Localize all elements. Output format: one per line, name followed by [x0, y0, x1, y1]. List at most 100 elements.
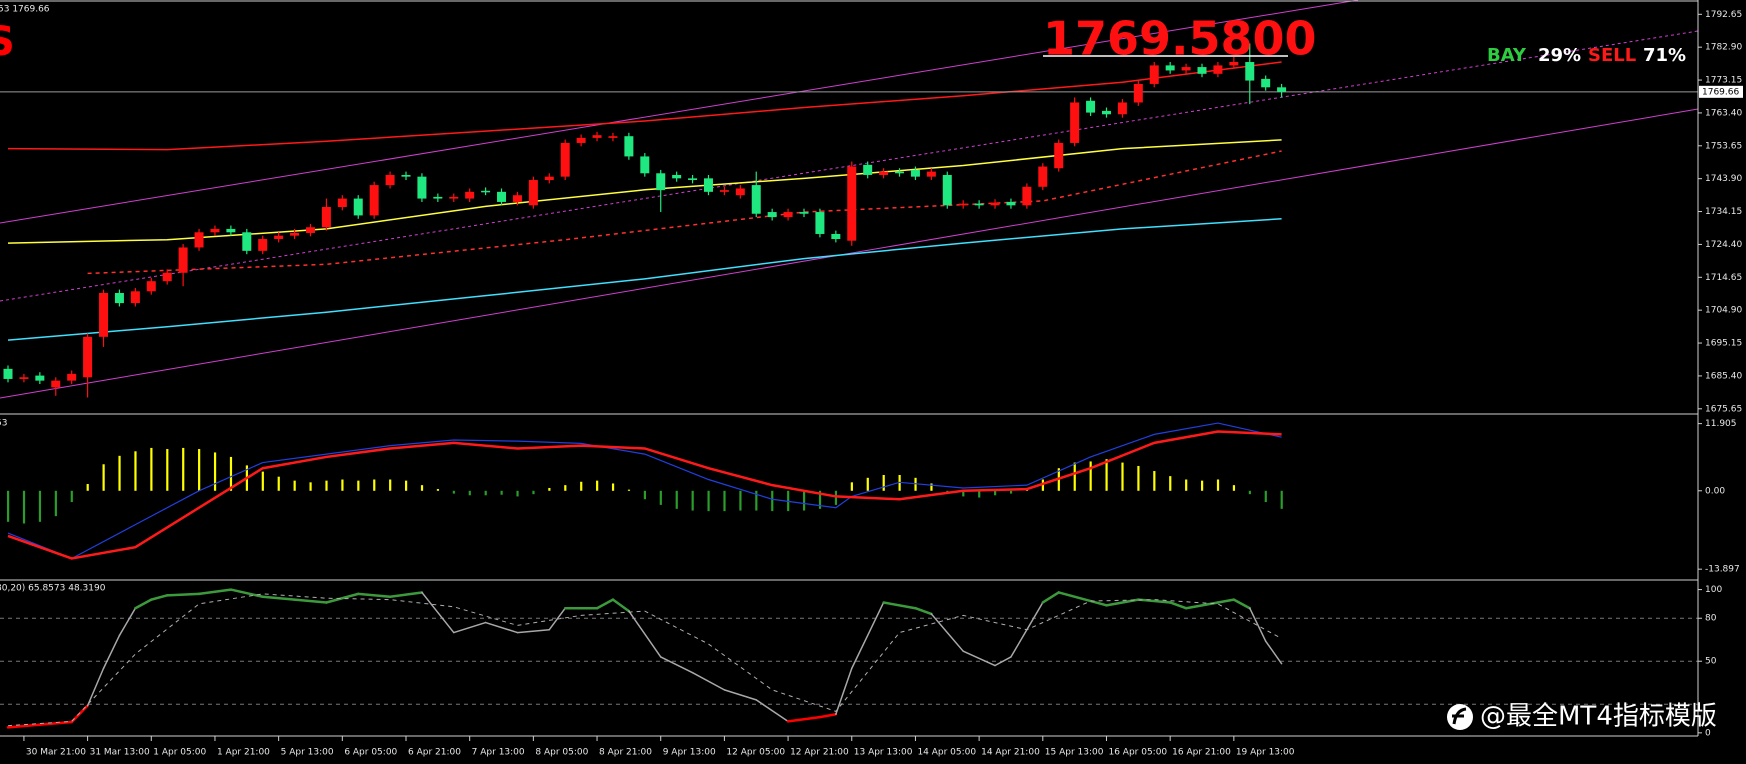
macd-bar [484, 490, 487, 496]
macd-bar [325, 480, 328, 491]
candle-body [783, 212, 793, 218]
x-tick-label: 12 Apr 21:00 [790, 748, 849, 758]
channel-mid [0, 30, 1699, 302]
sell-percent: 71% [1643, 45, 1686, 66]
candle-body [35, 375, 45, 381]
x-tick-label: 7 Apr 13:00 [472, 748, 525, 758]
candle-body [385, 174, 395, 186]
candle-body [576, 137, 586, 143]
candle-body [305, 227, 315, 233]
watermark: @最全MT4指标模版 [1480, 702, 1717, 732]
candle-body [751, 185, 761, 214]
macd-bar [516, 490, 519, 497]
macd-bar [86, 484, 89, 491]
y-tick-label: 1675.65 [1705, 404, 1742, 414]
stochastic-segment [595, 598, 615, 610]
stochastic-segment [914, 606, 933, 616]
candle-body [640, 156, 650, 174]
stochastic-segment [930, 613, 964, 652]
macd-bar [755, 490, 758, 511]
x-tick-label: 6 Apr 21:00 [408, 748, 461, 758]
candle-body [114, 292, 124, 304]
macd-bar [1073, 462, 1076, 491]
stochastic-segment [818, 712, 838, 719]
y-tick-label: 1695.15 [1705, 339, 1742, 349]
candle-body [608, 136, 618, 138]
stochastic-segment [102, 634, 121, 670]
macd-bar [182, 447, 185, 491]
candle-body [847, 166, 857, 241]
candle-body [1197, 67, 1207, 74]
candle-body [369, 185, 379, 216]
stochastic-segment [882, 601, 917, 610]
candle-body [465, 191, 475, 199]
candle-body [67, 373, 77, 381]
signal-letter: S [0, 19, 15, 65]
candle-body [815, 212, 825, 234]
macd-bar [1153, 471, 1156, 491]
big-price: 1769.5800 [1043, 12, 1317, 66]
y-tick-label: 1753.65 [1705, 141, 1742, 151]
stochastic-segment [851, 601, 885, 670]
y-tick-label: 1792.65 [1705, 10, 1742, 20]
macd-bar [548, 487, 551, 491]
y-tick-label: 1685.40 [1705, 371, 1742, 381]
y-tick-label: -13.897 [1705, 565, 1740, 575]
x-tick-label: 14 Apr 21:00 [981, 748, 1040, 758]
x-tick-label: 16 Apr 21:00 [1172, 748, 1231, 758]
x-tick-label: 13 Apr 13:00 [854, 748, 913, 758]
candle-body [1213, 65, 1223, 74]
x-tick-label: 12 Apr 05:00 [726, 748, 785, 758]
x-tick-label: 1 Apr 21:00 [217, 748, 270, 758]
candle-body [1038, 166, 1048, 187]
macd-bar [866, 477, 869, 491]
macd-bar [771, 490, 774, 512]
macd-bar [1169, 476, 1172, 491]
candle-body [879, 171, 889, 175]
stochastic-segment [516, 628, 551, 634]
macd-bar [850, 482, 853, 491]
stochastic-segment [86, 667, 105, 707]
x-tick-label: 15 Apr 13:00 [1045, 748, 1104, 758]
y-tick-label: 1714.65 [1705, 273, 1742, 283]
candle-body [83, 336, 93, 378]
candle-body [942, 174, 952, 206]
stochastic-segment [1249, 607, 1267, 642]
candle-body [401, 174, 411, 177]
candle-body [19, 377, 29, 379]
macd-bar [707, 490, 710, 512]
candle-body [130, 291, 140, 304]
candle-body [910, 169, 920, 177]
stochastic-segment [611, 598, 631, 613]
stochastic-segment [1232, 598, 1252, 610]
stochastic-segment [1168, 601, 1188, 610]
macd-bar [38, 490, 42, 522]
stochastic-segment [356, 592, 392, 599]
macd-bar [102, 464, 105, 491]
x-tick-label: 9 Apr 13:00 [663, 748, 716, 758]
header-text: 53 1769.66 [0, 5, 50, 15]
macd-bar [930, 483, 933, 491]
y-tick-label: 1724.40 [1705, 240, 1742, 250]
macd-bar [596, 480, 599, 491]
candle-body [3, 368, 13, 379]
stochastic-segment [453, 621, 487, 634]
macd-bar [452, 490, 455, 494]
macd-bar [150, 447, 153, 491]
macd-bar [468, 490, 471, 496]
macd-bar [1280, 490, 1283, 509]
x-tick-label: 5 Apr 13:00 [281, 748, 334, 758]
marks: 1792.65 1782.90 1773.15 1763.40 1753.65 1743.… [0, 10, 1743, 758]
candle-body [544, 176, 554, 181]
macd-bar [405, 480, 408, 491]
candle-body [1149, 65, 1159, 84]
stochastic-segment [835, 667, 853, 715]
stochastic-segment [962, 650, 996, 667]
y-tick-label: 50 [1705, 657, 1717, 667]
macd-bar [134, 451, 137, 491]
stochastic-title: 80,20) 65.8573 48.3190 [0, 584, 106, 594]
macd-bar [1216, 479, 1220, 491]
candle-body [258, 239, 268, 251]
stochastic-segment [293, 598, 328, 604]
